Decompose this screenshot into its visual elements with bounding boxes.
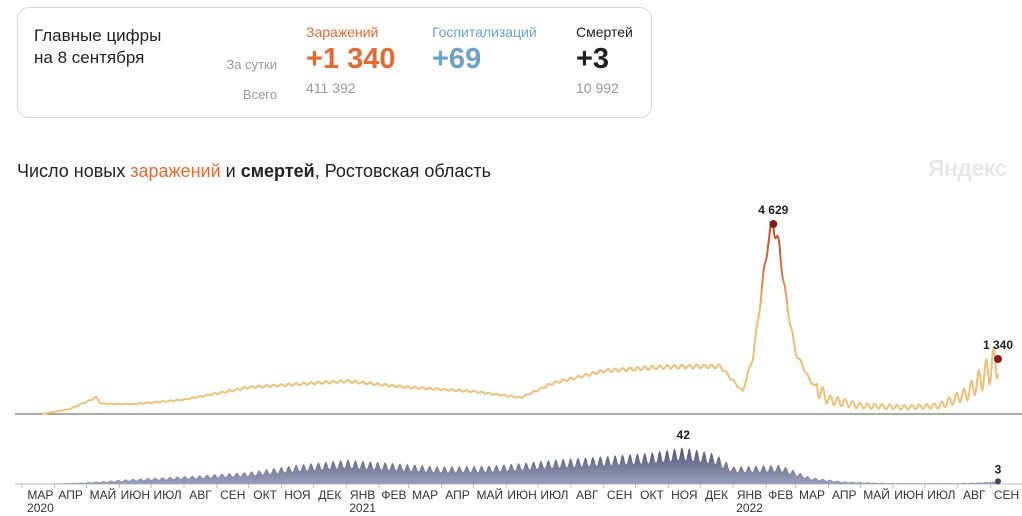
chart-title-deaths: смертей (240, 161, 315, 181)
x-tick-11: ФЕВ (381, 488, 406, 502)
year-label-2: 2022 (736, 501, 763, 515)
x-tick-27: ИЮН (894, 488, 923, 502)
deaths-marker-1 (995, 478, 1001, 485)
row-label-total: Всего (242, 87, 277, 102)
deaths-annotation-1: 3 (995, 462, 1002, 476)
summary-title: Главные цифры на 8 сентября (34, 25, 161, 69)
x-tick-17: АВГ (576, 488, 599, 502)
x-tick-24: МАР (799, 488, 825, 502)
x-tick-1: АПР (58, 488, 83, 502)
infections-total-value: 411 392 (306, 80, 356, 96)
year-label-0: 2020 (27, 501, 54, 515)
chart-title-infections: заражений (130, 161, 221, 181)
x-tick-7: ОКТ (253, 488, 277, 502)
x-tick-3: ИЮН (121, 488, 150, 502)
deaths-label: Смертей (576, 24, 633, 40)
infections-day-value: +1 340 (306, 43, 396, 75)
infections-annotation-0: 4 629 (758, 203, 788, 217)
x-tick-8: НОЯ (284, 488, 310, 502)
x-tick-20: НОЯ (671, 488, 697, 502)
summary-title-line1: Главные цифры (34, 26, 162, 45)
infections-label: Заражений (306, 24, 379, 40)
x-tick-15: ИЮН (507, 488, 536, 502)
summary-card: Главные цифры на 8 сентября За сутки Все… (17, 7, 652, 118)
row-label-day: За сутки (226, 57, 277, 72)
deaths-series-area (42, 447, 998, 484)
chart-title-part3: и (220, 161, 241, 181)
x-tick-12: МАР (412, 488, 438, 502)
x-tick-18: СЕН (607, 488, 632, 502)
infections-marker-1 (994, 354, 1002, 363)
hospitalizations-column: Госпитализаций +69 (432, 24, 537, 80)
infections-column: Заражений +1 340 411 392 (306, 24, 396, 96)
year-label-1: 2021 (349, 501, 376, 515)
x-tick-2: МАЙ (90, 487, 117, 502)
yandex-watermark: Яндекс (928, 155, 1007, 181)
deaths-column: Смертей +3 10 992 (576, 24, 633, 96)
hospitalizations-label: Госпитализаций (432, 24, 537, 40)
summary-title-line2: на 8 сентября (34, 48, 145, 67)
deaths-day-value: +3 (576, 43, 610, 75)
hospitalizations-day-value: +69 (432, 43, 482, 75)
x-tick-10: ЯНВ (350, 488, 375, 502)
x-tick-23: ФЕВ (768, 488, 793, 502)
deaths-annotation-0: 42 (677, 428, 691, 442)
x-tick-25: АПР (832, 488, 857, 502)
x-tick-21: ДЕК (705, 488, 728, 502)
x-tick-29: АВГ (963, 488, 986, 502)
x-tick-28: ИЮЛ (927, 488, 955, 502)
x-tick-22: ЯНВ (737, 488, 762, 502)
x-tick-13: АПР (445, 488, 470, 502)
x-tick-19: ОКТ (640, 488, 664, 502)
x-tick-6: СЕН (220, 488, 245, 502)
x-tick-0: МАР (27, 488, 53, 502)
x-tick-26: МАЙ (863, 487, 890, 502)
x-tick-9: ДЕК (318, 488, 341, 502)
infections-series-line (41, 222, 999, 415)
x-tick-14: МАЙ (476, 487, 503, 502)
infections-annotation-1: 1 340 (983, 338, 1013, 352)
x-tick-16: ИЮЛ (540, 488, 568, 502)
chart-title-part5: , Ростовская область (314, 161, 492, 181)
chart-title-part1: Число новых (17, 161, 131, 181)
x-tick-5: АВГ (189, 488, 212, 502)
x-tick-4: ИЮЛ (154, 488, 182, 502)
x-tick-30: СЕН (994, 488, 1019, 502)
deaths-total-value: 10 992 (576, 80, 619, 96)
infections-marker-0 (769, 220, 778, 228)
chart-title: Число новых заражений и смертей, Ростовс… (17, 161, 491, 182)
